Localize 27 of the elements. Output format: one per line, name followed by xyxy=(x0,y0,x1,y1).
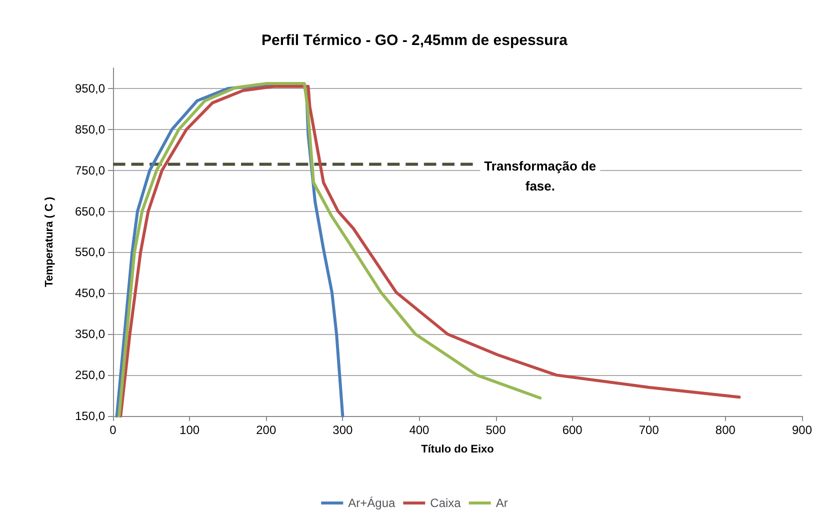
y-tick-label: 650,0 xyxy=(74,204,106,218)
x-tick-label: 400 xyxy=(409,423,430,437)
legend-label: Ar+Água xyxy=(348,496,396,510)
x-tick-label: 500 xyxy=(486,423,506,437)
y-tick-label: 850,0 xyxy=(74,122,106,136)
x-tick-label: 900 xyxy=(792,423,812,437)
x-tick-label: 300 xyxy=(332,423,353,437)
y-axis-title: Temperatura ( C ) xyxy=(44,196,56,288)
annotation: Transformação de fase. xyxy=(484,158,596,194)
x-tick-label: 800 xyxy=(715,423,736,437)
y-tick-label: 250,0 xyxy=(74,368,106,382)
y-tick-label: 750,0 xyxy=(74,163,106,178)
chart-title: Perfil Térmico - GO - 2,45mm de espessura xyxy=(262,32,568,49)
line-series xyxy=(119,84,741,418)
y-tick-label: 550,0 xyxy=(74,245,106,260)
x-tick-label: 700 xyxy=(638,423,660,437)
y-tick-label: 150,0 xyxy=(74,409,106,423)
legend-label: Ar xyxy=(496,496,508,510)
y-tick-label: 950,0 xyxy=(74,81,106,96)
x-tick-label: 0 xyxy=(110,423,117,437)
x-tick-label: 100 xyxy=(180,423,200,437)
y-tick-label: 450,0 xyxy=(74,286,106,300)
legend-label: Caixa xyxy=(430,496,462,510)
x-tick-label: 600 xyxy=(562,423,583,437)
x-axis-title: Título do Eixo xyxy=(421,444,494,456)
x-tick-label: 200 xyxy=(256,423,276,437)
y-tick-label: 350,0 xyxy=(74,327,106,342)
